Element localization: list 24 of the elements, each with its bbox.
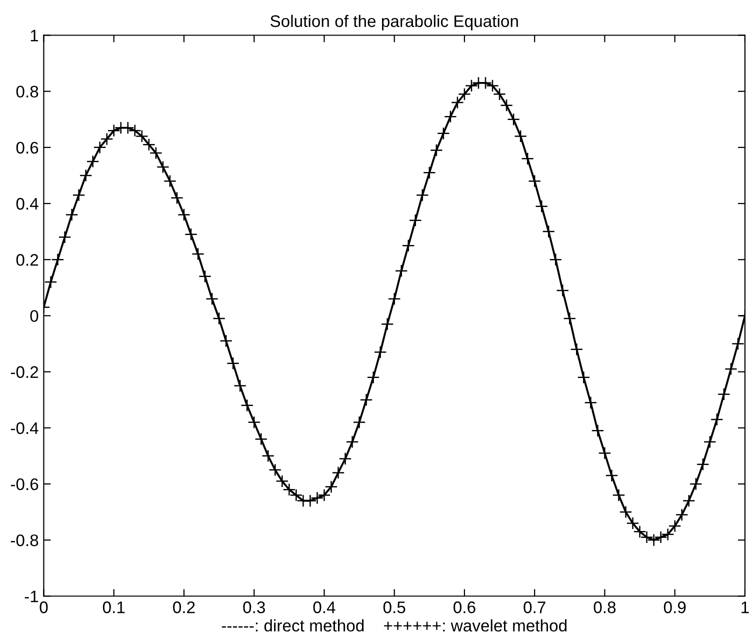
x-tick-label: 0.8 xyxy=(594,601,616,614)
y-tick-label: -0.4 xyxy=(10,422,38,434)
x-tick-label: 0.4 xyxy=(313,601,336,614)
x-tick-label: 0.7 xyxy=(524,601,546,614)
y-tick-label: 0.2 xyxy=(16,254,38,266)
y-tick-label: -0.8 xyxy=(10,534,38,546)
x-axis-title: ------: direct method ++++++: wavelet method xyxy=(222,619,566,632)
x-tick-label: 0.2 xyxy=(173,601,195,614)
x-tick-label: 1 xyxy=(742,602,749,614)
x-tick-label: 0.1 xyxy=(102,601,125,614)
x-tick-label: 0.3 xyxy=(243,601,265,614)
y-tick-label: 0.8 xyxy=(16,86,38,98)
x-tick-label: 0 xyxy=(40,601,48,614)
y-tick-label: 1 xyxy=(30,30,38,42)
y-tick-label: -1 xyxy=(24,590,38,602)
y-tick-label: -0.2 xyxy=(10,366,38,378)
y-tick-label: 0 xyxy=(30,310,38,322)
chart-title: Solution of the parabolic Equation xyxy=(270,14,518,30)
x-tick-label: 0.6 xyxy=(454,601,476,614)
y-tick-label: 0.4 xyxy=(16,198,38,210)
y-tick-label: -0.6 xyxy=(10,478,38,490)
y-tick-label: 0.6 xyxy=(16,142,38,154)
x-tick-label: 0.9 xyxy=(664,601,686,614)
x-tick-label: 0.5 xyxy=(383,601,406,614)
